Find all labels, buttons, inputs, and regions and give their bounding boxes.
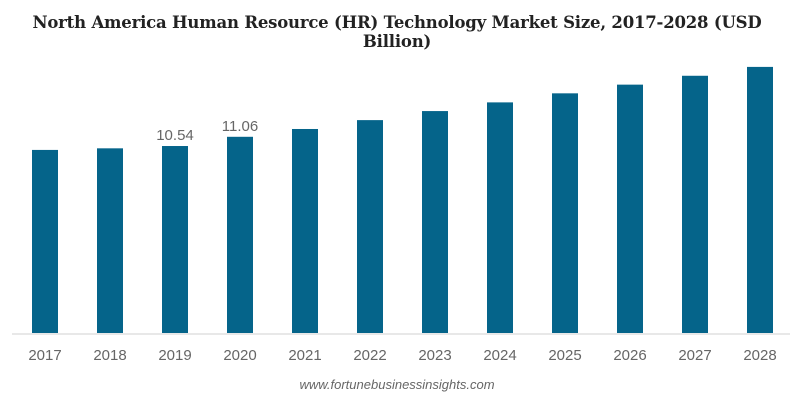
x-tick-label: 2020 bbox=[223, 347, 256, 364]
bar-2026 bbox=[617, 84, 643, 333]
x-tick-label: 2017 bbox=[28, 347, 61, 364]
chart-title: North America Human Resource (HR) Techno… bbox=[32, 13, 762, 51]
x-tick-label: 2025 bbox=[548, 347, 581, 364]
bar-2022 bbox=[357, 120, 383, 334]
data-label-2019: 10.54 bbox=[156, 127, 194, 144]
bar-2024 bbox=[487, 102, 513, 333]
bar-2028 bbox=[747, 66, 773, 334]
x-tick-label: 2023 bbox=[418, 347, 451, 364]
x-tick-label: 2027 bbox=[678, 347, 711, 364]
x-tick-label: 2021 bbox=[288, 347, 321, 364]
x-tick-label: 2018 bbox=[93, 347, 126, 364]
source-link[interactable]: www.fortunebusinessinsights.com bbox=[299, 377, 495, 392]
x-tick-label: 2028 bbox=[743, 347, 776, 364]
x-tick-label: 2019 bbox=[158, 347, 191, 364]
bar-2021 bbox=[292, 128, 318, 333]
bar-2018 bbox=[97, 148, 123, 333]
bar-2023 bbox=[422, 111, 448, 333]
x-tick-label: 2022 bbox=[353, 347, 386, 364]
bar-2019 bbox=[162, 146, 188, 333]
x-tick-label: 2026 bbox=[613, 347, 646, 364]
bar-2027 bbox=[682, 75, 708, 334]
x-tick-label: 2024 bbox=[483, 347, 516, 364]
bar-2020 bbox=[227, 136, 253, 333]
data-label-2020: 11.06 bbox=[222, 118, 258, 135]
bar-2025 bbox=[552, 93, 578, 333]
bar-2017 bbox=[32, 149, 58, 333]
